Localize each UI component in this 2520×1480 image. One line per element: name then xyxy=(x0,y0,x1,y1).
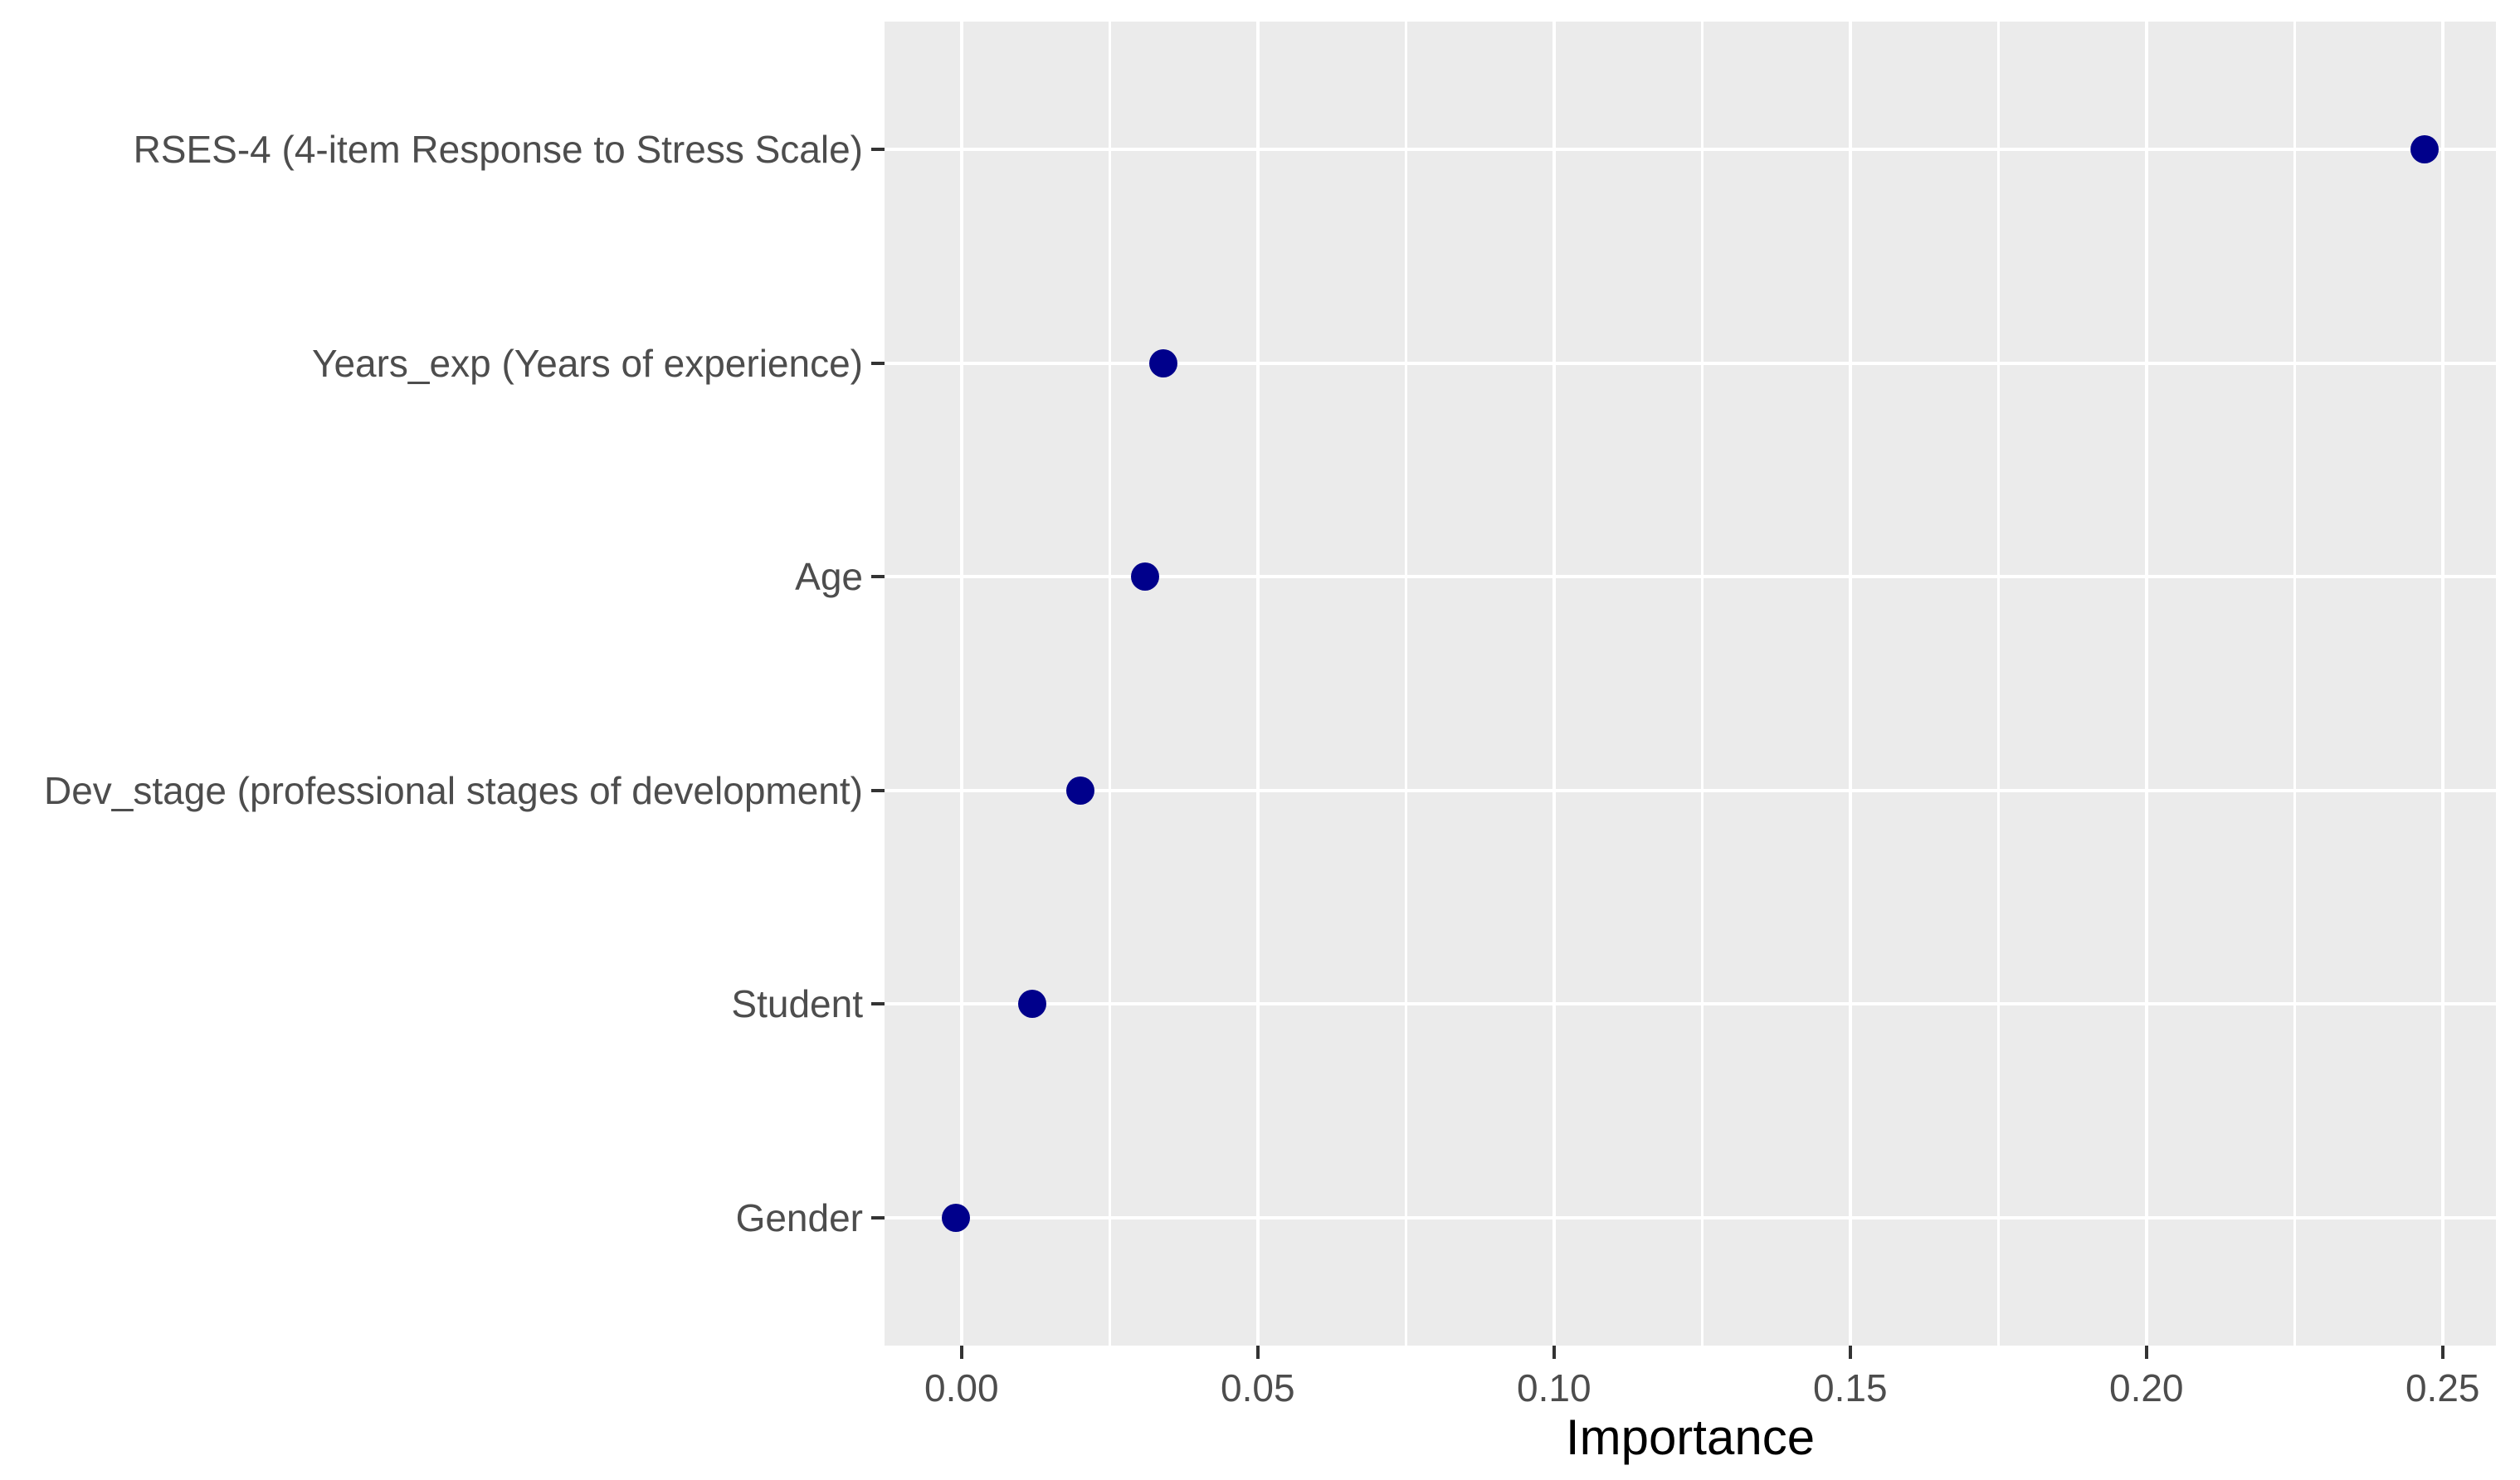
x-tick-mark xyxy=(1848,1346,1852,1359)
x-tick-label: 0.25 xyxy=(2405,1366,2480,1409)
y-category-label: Student xyxy=(731,982,863,1026)
data-point xyxy=(2410,135,2440,164)
x-tick-mark xyxy=(2144,1346,2148,1359)
y-tick-mark xyxy=(871,575,885,579)
major-gridline xyxy=(1255,22,1260,1346)
y-tick-mark xyxy=(871,361,885,365)
x-tick-label: 0.15 xyxy=(1813,1366,1888,1409)
category-gridline xyxy=(885,788,2496,792)
category-gridline xyxy=(885,1215,2496,1220)
x-tick-mark xyxy=(1552,1346,1556,1359)
y-tick-mark xyxy=(871,1215,885,1220)
x-tick-label: 0.20 xyxy=(2108,1366,2184,1409)
minor-gridline xyxy=(1108,22,1111,1346)
y-tick-mark xyxy=(871,788,885,792)
major-gridline xyxy=(959,22,963,1346)
category-gridline xyxy=(885,575,2496,579)
x-tick-label: 0.00 xyxy=(924,1366,999,1409)
minor-gridline xyxy=(2293,22,2296,1346)
major-gridline xyxy=(1848,22,1852,1346)
y-category-label: RSES-4 (4-item Response to Stress Scale) xyxy=(133,128,863,172)
data-point xyxy=(1148,348,1177,377)
y-tick-mark xyxy=(871,1002,885,1006)
major-gridline xyxy=(2440,22,2444,1346)
x-tick-label: 0.05 xyxy=(1221,1366,1295,1409)
category-gridline xyxy=(885,361,2496,365)
x-tick-mark xyxy=(2440,1346,2444,1359)
data-point xyxy=(941,1203,970,1232)
x-tick-label: 0.10 xyxy=(1517,1366,1591,1409)
major-gridline xyxy=(2144,22,2148,1346)
x-tick-mark xyxy=(1255,1346,1260,1359)
data-point xyxy=(1131,562,1160,592)
x-tick-mark xyxy=(959,1346,963,1359)
x-axis-title: Importance xyxy=(1565,1409,1816,1465)
y-tick-mark xyxy=(871,148,885,152)
y-category-label: Years_exp (Years of experience) xyxy=(311,341,863,385)
data-point xyxy=(1065,776,1094,805)
minor-gridline xyxy=(1996,22,2000,1346)
y-category-label: Dev_stage (professional stages of develo… xyxy=(43,768,863,812)
category-gridline xyxy=(885,1002,2496,1006)
major-gridline xyxy=(1552,22,1556,1346)
plot-panel xyxy=(885,22,2496,1346)
y-category-label: Age xyxy=(795,555,863,599)
data-point xyxy=(1018,990,1047,1019)
minor-gridline xyxy=(1700,22,1704,1346)
category-gridline xyxy=(885,148,2496,152)
minor-gridline xyxy=(1404,22,1407,1346)
y-category-label: Gender xyxy=(735,1195,863,1239)
